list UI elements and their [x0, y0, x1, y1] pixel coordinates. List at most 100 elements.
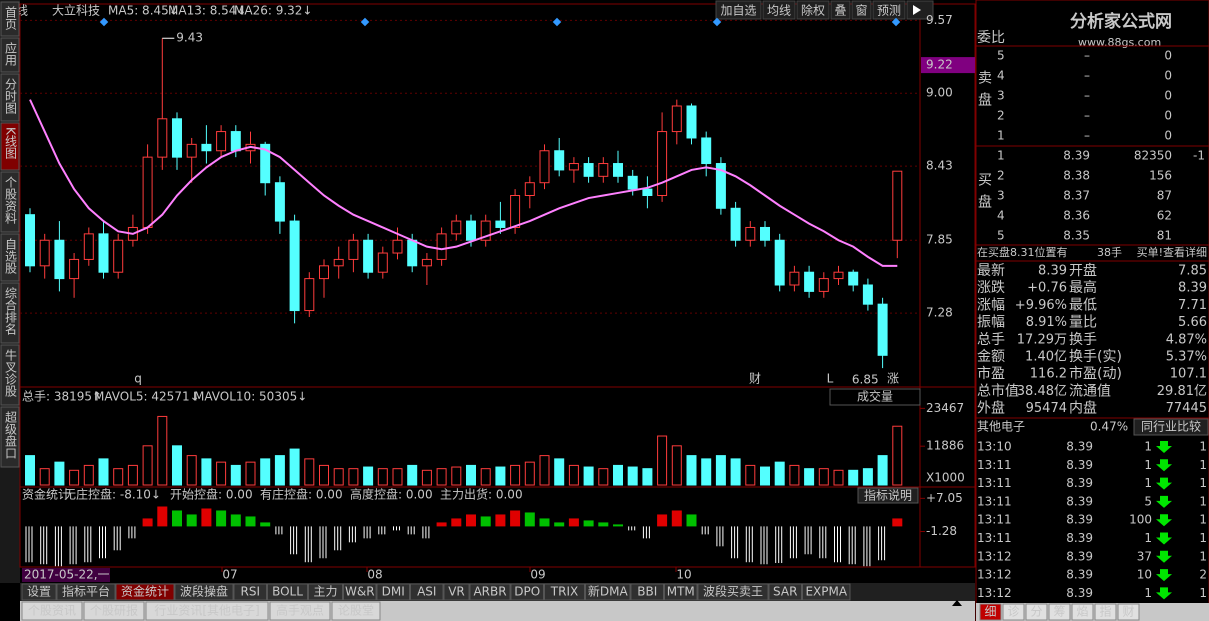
info-tab[interactable]: [21, 601, 83, 621]
left-tab-label[interactable]: 应用: [4, 41, 18, 67]
right-tab-label[interactable]: 筹: [1053, 605, 1065, 619]
indicator-tab-label[interactable]: RSI: [241, 585, 261, 599]
toolbar-label[interactable]: 预测: [877, 4, 901, 18]
info-tab-label[interactable]: 个股资讯: [28, 604, 76, 618]
info-tab[interactable]: [269, 601, 331, 621]
toolbar-label[interactable]: 除权: [801, 3, 825, 18]
info-tab-label[interactable]: 个股研报: [90, 603, 138, 618]
right-tab-label[interactable]: 财: [1122, 605, 1134, 619]
info-tab[interactable]: [331, 601, 381, 621]
right-tab-label[interactable]: 诊: [1007, 605, 1019, 619]
left-tab[interactable]: [0, 171, 20, 233]
left-tab-label[interactable]: 分时图: [4, 78, 18, 114]
button-label[interactable]: 指标说明: [864, 488, 912, 503]
indicator-tab-label[interactable]: 主力: [313, 585, 337, 599]
left-tab-label[interactable]: 自选股: [4, 238, 18, 275]
indicator-tab-label[interactable]: ARBR: [473, 585, 506, 599]
button[interactable]: [857, 487, 919, 504]
indicator-tab-label[interactable]: W&R: [345, 585, 375, 599]
left-tab[interactable]: [0, 1, 20, 37]
left-tab[interactable]: [0, 282, 20, 344]
toolbar-button[interactable]: [796, 0, 830, 20]
left-tab[interactable]: [0, 233, 20, 282]
right-tab-label[interactable]: 焰: [1076, 604, 1088, 619]
button-label[interactable]: 同行业比较: [1141, 419, 1201, 434]
indicator-tab-label[interactable]: 设置: [27, 585, 51, 599]
right-tab-label[interactable]: 分: [1030, 605, 1042, 619]
toolbar-label[interactable]: 叠: [834, 4, 846, 18]
info-tab[interactable]: [83, 601, 145, 621]
left-tab[interactable]: [0, 122, 20, 171]
indicator-tab-label[interactable]: DMI: [382, 585, 405, 599]
indicator-tab[interactable]: [469, 583, 511, 601]
right-tab[interactable]: [1071, 603, 1094, 621]
right-tab[interactable]: [1048, 603, 1071, 621]
indicator-tab-label[interactable]: MTM: [667, 585, 695, 599]
left-tab-label[interactable]: K线图: [4, 127, 18, 159]
indicator-tab[interactable]: [343, 583, 377, 601]
indicator-tab-label[interactable]: BOLL: [272, 585, 303, 599]
left-tab[interactable]: [0, 406, 20, 468]
toolbar-label[interactable]: 窗: [855, 4, 867, 18]
indicator-tab-label[interactable]: ASI: [417, 585, 436, 599]
indicator-tab-label[interactable]: 波段操盘: [180, 584, 228, 599]
indicator-tab[interactable]: [544, 583, 585, 601]
info-tab-label[interactable]: 高手观点: [276, 603, 324, 618]
indicator-tab-label[interactable]: VR: [448, 585, 465, 599]
indicator-tab[interactable]: [115, 583, 175, 601]
toolbar-button[interactable]: [762, 0, 796, 20]
indicator-tab[interactable]: [510, 583, 544, 601]
selector-label[interactable]: 成交量: [857, 389, 893, 404]
info-tab-label[interactable]: 论股堂: [338, 604, 374, 618]
toolbar-label[interactable]: 均线: [767, 4, 791, 18]
indicator-tab-label[interactable]: 资金统计: [121, 584, 169, 599]
left-tab[interactable]: [0, 73, 20, 122]
right-tab[interactable]: [1002, 603, 1025, 621]
toolbar-label[interactable]: 加自选: [720, 4, 756, 18]
indicator-tab-label[interactable]: TRIX: [550, 585, 578, 599]
left-tab-label[interactable]: 个股资料: [4, 176, 18, 224]
left-tab-label[interactable]: 综合排名: [4, 287, 18, 335]
indicator-tab[interactable]: [308, 583, 343, 601]
left-tab[interactable]: [0, 37, 20, 73]
indicator-tab-label[interactable]: 新DMA: [588, 584, 629, 599]
left-tab[interactable]: [0, 344, 20, 406]
info-tab[interactable]: [145, 601, 269, 621]
indicator-tab[interactable]: [630, 583, 664, 601]
indicator-tab-label[interactable]: EXPMA: [805, 585, 847, 599]
toolbar-button[interactable]: [851, 0, 872, 20]
toolbar-button[interactable]: [715, 0, 762, 20]
indicator-tab[interactable]: [21, 583, 57, 601]
info-tab-label[interactable]: 行业资讯[其他电子]: [154, 604, 259, 618]
indicator-tab-label[interactable]: 波段买卖王: [703, 584, 763, 599]
indicator-tab-label[interactable]: SAR: [773, 585, 797, 599]
indicator-tab-label[interactable]: 指标平台: [62, 584, 110, 599]
right-tab[interactable]: [979, 603, 1002, 621]
left-tab-label[interactable]: 首页: [4, 6, 18, 31]
indicator-tab[interactable]: [56, 583, 116, 601]
indicator-tab[interactable]: [768, 583, 802, 601]
right-tab-label[interactable]: 细: [984, 605, 996, 619]
toolbar-button[interactable]: [872, 0, 906, 20]
indicator-tab[interactable]: [376, 583, 410, 601]
indicator-tab[interactable]: [664, 583, 698, 601]
left-tab-label[interactable]: 超级盘口: [4, 410, 18, 459]
right-tab-label[interactable]: 指: [1099, 604, 1111, 619]
right-tab[interactable]: [1117, 603, 1140, 621]
indicator-tab[interactable]: [267, 583, 308, 601]
indicator-tab-label[interactable]: BBI: [637, 585, 657, 599]
button[interactable]: [1133, 418, 1209, 436]
right-tab[interactable]: [1025, 603, 1048, 621]
toolbar-button[interactable]: [830, 0, 851, 20]
notice-link[interactable]: 买单!查看详细: [1137, 245, 1207, 259]
selector[interactable]: [829, 388, 921, 406]
indicator-tab[interactable]: [802, 583, 851, 601]
indicator-tab-label[interactable]: DPO: [514, 585, 540, 599]
indicator-tab[interactable]: [443, 583, 470, 601]
right-tab[interactable]: [1094, 603, 1117, 621]
indicator-tab[interactable]: [697, 583, 769, 601]
indicator-tab[interactable]: [233, 583, 267, 601]
indicator-tab[interactable]: [585, 583, 631, 601]
left-tab-label[interactable]: 牛叉诊股: [4, 348, 18, 398]
indicator-tab[interactable]: [410, 583, 444, 601]
